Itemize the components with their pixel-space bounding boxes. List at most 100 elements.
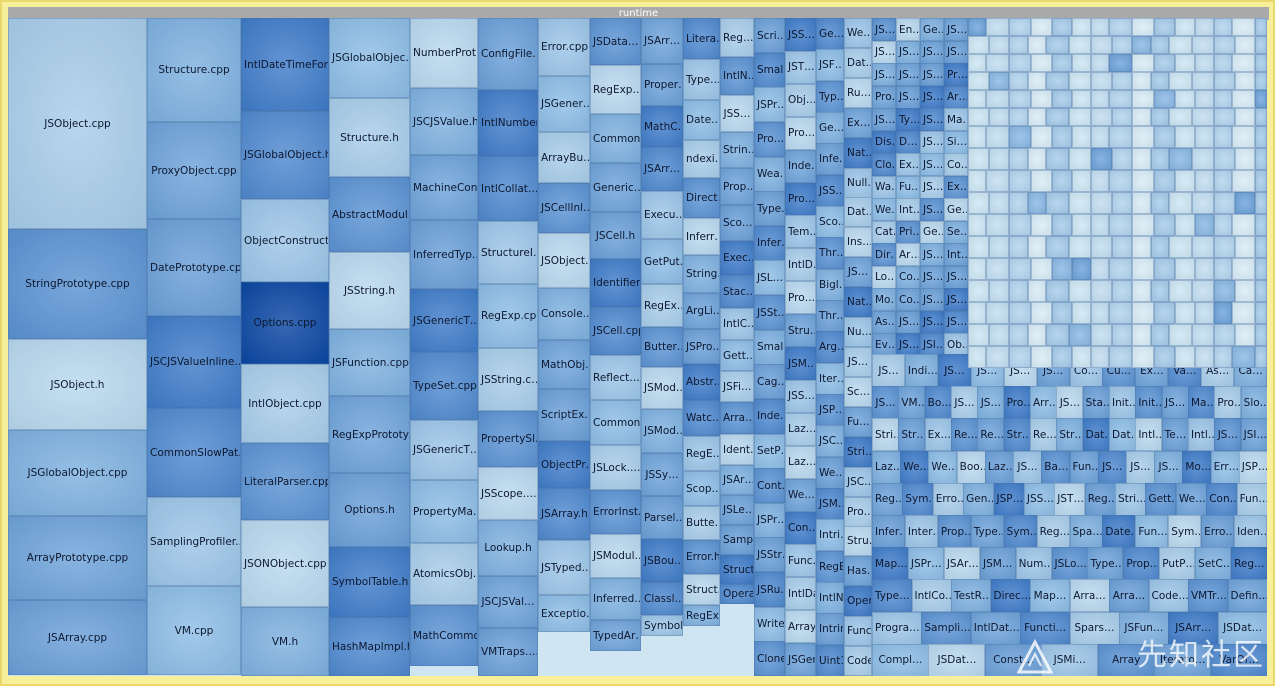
treemap-tile[interactable]: Ge… bbox=[816, 112, 844, 144]
treemap-tile[interactable] bbox=[1132, 18, 1154, 36]
treemap-tile[interactable] bbox=[1154, 258, 1175, 280]
treemap-tile[interactable] bbox=[1195, 18, 1214, 36]
treemap-tile[interactable]: DatePrototype.cpp bbox=[147, 219, 241, 316]
treemap-tile[interactable]: JS… bbox=[896, 40, 920, 64]
treemap-tile[interactable] bbox=[1009, 214, 1031, 236]
treemap-tile[interactable] bbox=[1112, 72, 1132, 90]
treemap-tile[interactable]: JST… bbox=[785, 50, 816, 84]
treemap-tile[interactable]: JS… bbox=[944, 310, 968, 334]
treemap-tile[interactable] bbox=[1091, 324, 1112, 346]
treemap-tile[interactable]: JS… bbox=[872, 18, 896, 41]
treemap-tile[interactable] bbox=[1214, 108, 1235, 126]
treemap-tile[interactable]: Laz… bbox=[785, 412, 816, 446]
treemap[interactable]: JSObject.cpp StringPrototype.cpp JSObject.… bbox=[8, 18, 1267, 676]
treemap-tile[interactable] bbox=[1255, 54, 1267, 72]
treemap-tile[interactable] bbox=[1232, 346, 1255, 368]
treemap-tile[interactable] bbox=[1031, 18, 1052, 36]
treemap-tile[interactable] bbox=[1072, 258, 1091, 280]
treemap-tile[interactable] bbox=[1072, 214, 1091, 236]
treemap-tile[interactable] bbox=[1052, 346, 1072, 368]
treemap-tile[interactable] bbox=[968, 170, 986, 192]
treemap-tile[interactable] bbox=[1091, 72, 1112, 90]
treemap-tile[interactable]: RegExp… bbox=[683, 605, 720, 626]
treemap-tile[interactable]: Reg… bbox=[1084, 482, 1116, 516]
treemap-tile[interactable]: Type… bbox=[872, 579, 912, 613]
treemap-tile[interactable]: Str… bbox=[1056, 418, 1084, 452]
treemap-tile[interactable]: JS… bbox=[944, 18, 968, 41]
treemap-tile[interactable] bbox=[1052, 90, 1072, 108]
treemap-tile[interactable]: Num… bbox=[1015, 547, 1052, 581]
treemap-tile[interactable]: Gett… bbox=[720, 340, 754, 371]
treemap-tile[interactable]: JS… bbox=[844, 347, 872, 377]
treemap-tile[interactable]: Slo… bbox=[1240, 386, 1267, 420]
treemap-tile[interactable]: We… bbox=[844, 18, 872, 48]
treemap-tile[interactable] bbox=[989, 192, 1009, 214]
treemap-tile[interactable] bbox=[1195, 258, 1214, 280]
treemap-tile[interactable]: JSDat… bbox=[928, 643, 986, 676]
treemap-tile[interactable] bbox=[968, 126, 986, 148]
treemap-tile[interactable]: Pr… bbox=[944, 63, 968, 86]
treemap-tile[interactable]: VMTraps.… bbox=[478, 628, 538, 676]
treemap-tile[interactable] bbox=[1151, 324, 1169, 346]
treemap-tile[interactable] bbox=[1175, 258, 1195, 280]
treemap-tile[interactable]: Arra… bbox=[1109, 579, 1149, 613]
treemap-tile[interactable]: Structure.h bbox=[329, 98, 410, 177]
treemap-tile[interactable]: JS… bbox=[1154, 450, 1184, 484]
treemap-tile[interactable] bbox=[1072, 90, 1091, 108]
treemap-tile[interactable] bbox=[1072, 170, 1091, 192]
treemap-tile[interactable]: IntlDat… bbox=[970, 611, 1021, 645]
treemap-tile[interactable]: Type… bbox=[970, 515, 1004, 548]
treemap-tile[interactable]: Strin… bbox=[720, 132, 754, 168]
treemap-tile[interactable] bbox=[1255, 108, 1267, 126]
treemap-tile[interactable]: Ar… bbox=[944, 85, 968, 109]
treemap-tile[interactable]: Wea… bbox=[754, 156, 785, 192]
treemap-tile[interactable]: JS… bbox=[944, 288, 968, 311]
treemap-tile[interactable]: Stac… bbox=[720, 275, 754, 308]
treemap-tile[interactable]: JSMod… bbox=[641, 409, 683, 453]
treemap-tile[interactable] bbox=[968, 236, 989, 258]
treemap-tile[interactable]: IntlDateTimeFor… bbox=[241, 18, 329, 111]
treemap-tile[interactable]: JSGen… bbox=[785, 643, 816, 676]
treemap-tile[interactable] bbox=[1214, 148, 1235, 170]
treemap-tile[interactable]: RegEx… bbox=[641, 284, 683, 327]
treemap-tile[interactable] bbox=[1214, 192, 1235, 214]
treemap-tile[interactable]: Sampli… bbox=[921, 611, 972, 645]
treemap-tile[interactable]: Direct… bbox=[683, 178, 720, 218]
treemap-tile[interactable]: Exec… bbox=[720, 241, 754, 275]
treemap-tile[interactable] bbox=[1195, 346, 1214, 368]
treemap-tile[interactable]: Dir… bbox=[872, 243, 896, 266]
treemap-tile[interactable]: JSString.h bbox=[329, 252, 410, 329]
treemap-tile[interactable] bbox=[1112, 236, 1132, 258]
treemap-tile[interactable] bbox=[1009, 126, 1031, 148]
treemap-tile[interactable]: JS… bbox=[920, 288, 944, 311]
treemap-tile[interactable] bbox=[1028, 324, 1046, 346]
treemap-tile[interactable] bbox=[1109, 18, 1132, 36]
treemap-tile[interactable]: Infer… bbox=[754, 225, 785, 261]
treemap-tile[interactable]: Pro… bbox=[844, 496, 872, 527]
treemap-tile[interactable] bbox=[1069, 236, 1091, 258]
treemap-tile[interactable] bbox=[1132, 280, 1151, 302]
treemap-tile[interactable]: Dat… bbox=[844, 197, 872, 228]
treemap-tile[interactable]: JSData… bbox=[590, 18, 641, 65]
treemap-tile[interactable]: JS… bbox=[1013, 450, 1043, 484]
treemap-tile[interactable] bbox=[1255, 258, 1267, 280]
treemap-tile[interactable]: JSStr… bbox=[754, 537, 785, 573]
treemap-tile[interactable] bbox=[1109, 302, 1132, 324]
treemap-tile[interactable] bbox=[1052, 258, 1072, 280]
treemap-tile[interactable]: Ba… bbox=[1041, 450, 1071, 484]
treemap-tile[interactable]: Sym… bbox=[1003, 515, 1037, 548]
treemap-tile[interactable]: Intrins… bbox=[816, 613, 844, 646]
treemap-tile[interactable] bbox=[1169, 108, 1192, 126]
treemap-tile[interactable]: RegExp… bbox=[590, 65, 641, 114]
treemap-tile[interactable] bbox=[1132, 236, 1151, 258]
treemap-tile[interactable]: JSObject.cpp bbox=[8, 18, 147, 229]
treemap-tile[interactable] bbox=[1132, 90, 1154, 108]
treemap-tile[interactable]: Intl… bbox=[1135, 418, 1163, 452]
treemap-tile[interactable] bbox=[1151, 72, 1169, 90]
treemap-tile[interactable]: IntlNumber… bbox=[478, 90, 538, 156]
treemap-tile[interactable] bbox=[1132, 170, 1154, 192]
treemap-tile[interactable] bbox=[1195, 214, 1214, 236]
treemap-tile[interactable] bbox=[1214, 170, 1232, 192]
treemap-tile[interactable] bbox=[1091, 214, 1109, 236]
treemap-tile[interactable] bbox=[1091, 54, 1109, 72]
